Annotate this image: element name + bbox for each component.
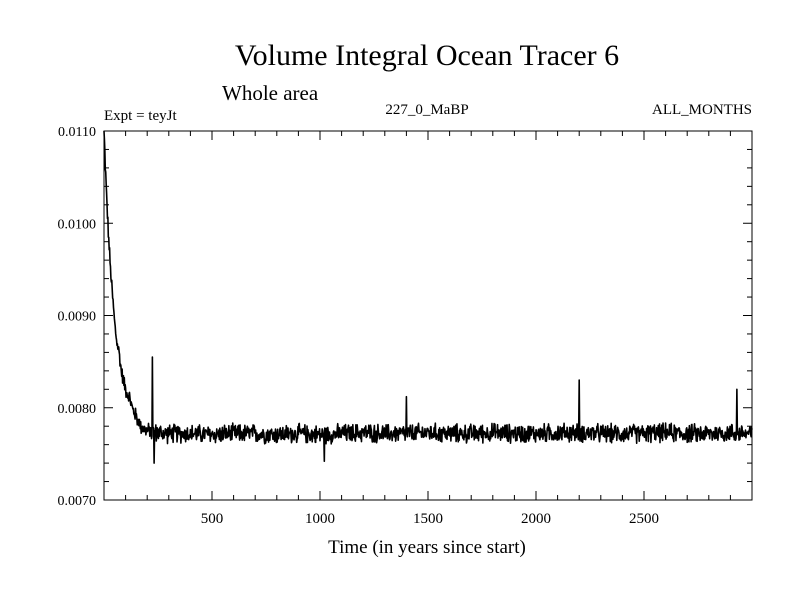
y-tick-label: 0.0070 [58,494,97,509]
chart-subtitle: Whole area [222,81,319,105]
x-tick-label: 1000 [305,511,335,527]
experiment-label: Expt = teyJt [104,108,177,124]
plot-frame [103,130,753,501]
chart-title: Volume Integral Ocean Tracer 6 [235,39,619,72]
y-tick-label: 0.0080 [58,402,97,417]
period-label: 227_0_MaBP [385,102,468,118]
y-tick-label: 0.0090 [58,310,97,325]
x-axis-label: Time (in years since start) [328,537,526,558]
plot-area: 500 1000 1500 2000 2500 0.0070 0.0080 0.0090 0.0… [58,125,753,527]
y-tick-label: 0.0110 [58,125,96,140]
x-tick-label: 500 [201,511,224,527]
series-line [103,130,753,464]
x-tick-label: 2000 [521,511,551,527]
x-tick-label: 1500 [413,511,443,527]
months-label: ALL_MONTHS [652,102,752,118]
x-tick-label: 2500 [629,511,659,527]
y-tick-label: 0.0100 [58,217,97,232]
